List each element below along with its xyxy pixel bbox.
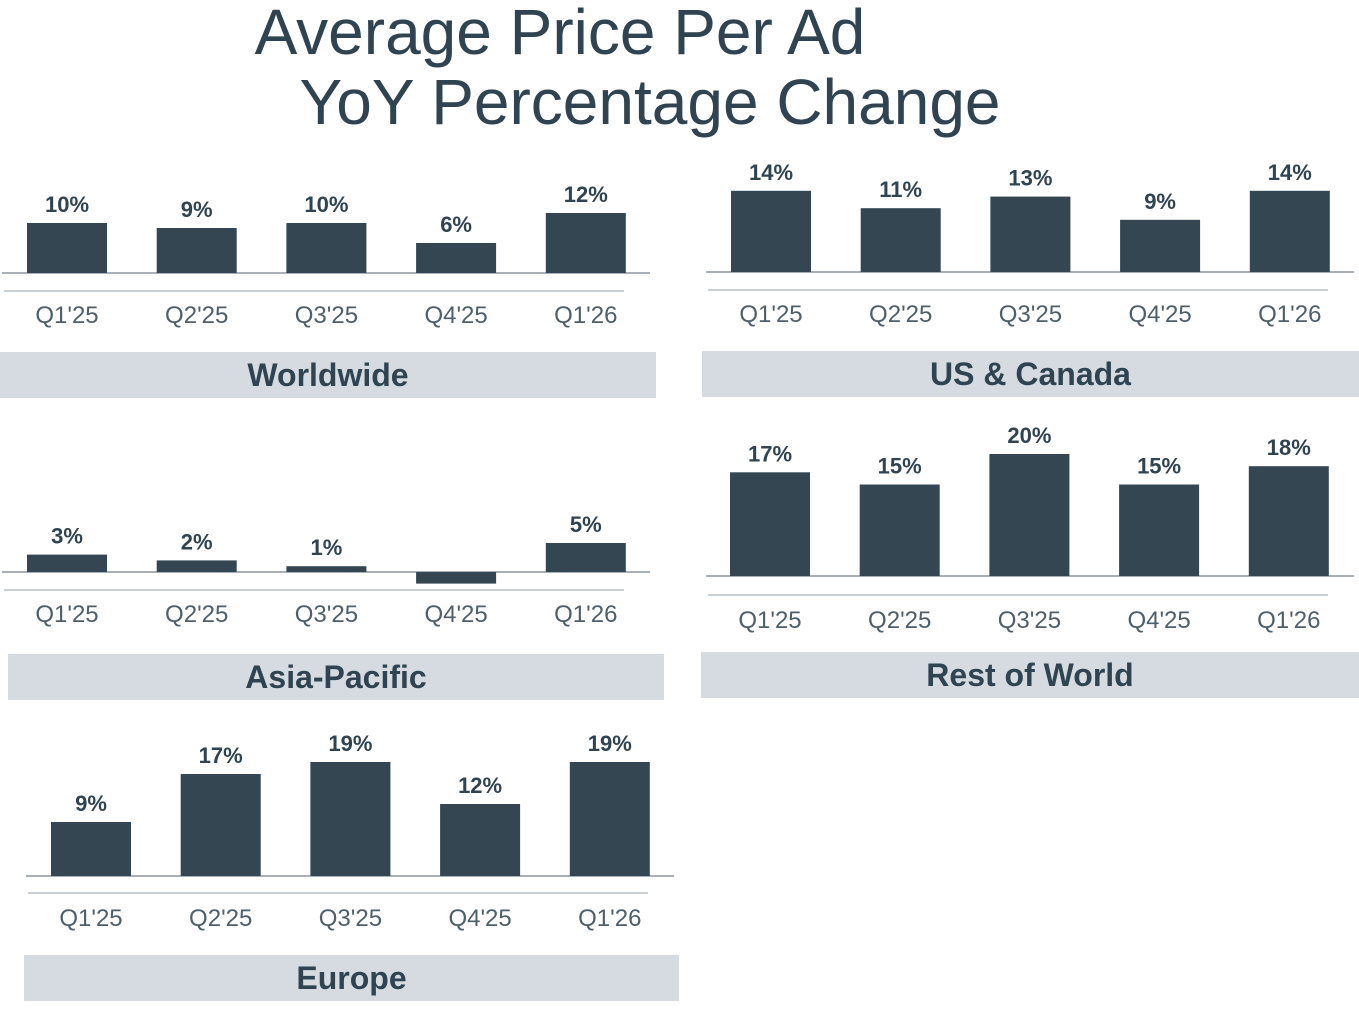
- europe-value-label-5: 19%: [588, 731, 632, 756]
- europe-category-label-2: Q2'25: [189, 905, 252, 932]
- europe-bar-5: [569, 762, 650, 876]
- worldwide-bar-3: [286, 223, 367, 273]
- rest-of-world-category-label-1: Q1'25: [738, 607, 801, 634]
- worldwide-category-label-5: Q1'26: [554, 302, 617, 329]
- rest-of-world-category-label-4: Q4'25: [1127, 607, 1190, 634]
- us-canada-value-label-3: 13%: [1008, 166, 1052, 191]
- europe-chart: 9% Q1'25 17% Q2'25 19% Q3'25 12% Q4'25 19% Q1'26: [24, 730, 684, 990]
- us-canada-bar-2: [860, 208, 941, 272]
- region-label-rest-of-world: Rest of World: [701, 652, 1359, 698]
- rest-of-world-value-label-1: 17%: [748, 441, 792, 466]
- asia-pacific-bar-5: [545, 543, 626, 572]
- asia-pacific-value-label-1: 3%: [51, 524, 83, 549]
- rest-of-world-value-label-4: 15%: [1137, 454, 1181, 479]
- asia-pacific-value-label-5: 5%: [570, 512, 602, 537]
- us-canada-category-label-1: Q1'25: [739, 301, 802, 328]
- us-canada-bar-1: [731, 190, 811, 272]
- worldwide-value-label-3: 10%: [304, 192, 348, 217]
- us-canada-category-label-3: Q3'25: [999, 301, 1062, 328]
- us-canada-value-label-1: 14%: [749, 160, 793, 185]
- asia-pacific-bar-3: [286, 566, 367, 572]
- europe-bar-2: [180, 774, 261, 876]
- worldwide-bar-1: [27, 223, 107, 273]
- europe-bar-4: [440, 804, 521, 876]
- asia-pacific-category-label-2: Q2'25: [165, 601, 228, 628]
- asia-pacific-category-label-5: Q1'26: [554, 601, 617, 628]
- worldwide-category-label-1: Q1'25: [35, 302, 98, 329]
- rest-of-world-category-label-3: Q3'25: [998, 607, 1061, 634]
- us-canada-svg: 14% Q1'25 11% Q2'25 13% Q3'25 9% Q4'25 14% Q1'26: [706, 160, 1354, 328]
- chart-title-line-2: YoY Percentage Change: [299, 66, 1001, 138]
- rest-of-world-bar-3: [989, 454, 1070, 576]
- us-canada-bar-5: [1249, 190, 1330, 272]
- us-canada-category-label-2: Q2'25: [869, 301, 932, 328]
- region-label-asia-pacific: Asia-Pacific: [8, 654, 664, 700]
- asia-pacific-chart: 3% Q1'25 2% Q2'25 1% Q3'25 Q4'25 5% Q1'26: [0, 450, 660, 710]
- asia-pacific-category-label-3: Q3'25: [295, 601, 358, 628]
- worldwide-category-label-4: Q4'25: [424, 302, 487, 329]
- worldwide-chart: 10% Q1'25 9% Q2'25 10% Q3'25 6% Q4'25 12% Q1'26: [0, 150, 660, 410]
- us-canada-category-label-5: Q1'26: [1258, 301, 1321, 328]
- europe-category-label-5: Q1'26: [578, 905, 641, 932]
- europe-value-label-1: 9%: [75, 791, 107, 816]
- rest-of-world-category-label-5: Q1'26: [1257, 607, 1320, 634]
- asia-pacific-bar-2: [156, 560, 237, 572]
- worldwide-bar-5: [545, 213, 626, 273]
- region-label-europe: Europe: [24, 955, 679, 1001]
- us-canada-category-label-4: Q4'25: [1128, 301, 1191, 328]
- worldwide-bar-2: [156, 228, 237, 273]
- us-canada-chart: 14% Q1'25 11% Q2'25 13% Q3'25 9% Q4'25 14% Q1'26: [704, 150, 1359, 410]
- us-canada-value-label-2: 11%: [879, 177, 922, 202]
- europe-category-label-4: Q4'25: [448, 905, 511, 932]
- region-label-worldwide: Worldwide: [0, 352, 656, 398]
- asia-pacific-svg: 3% Q1'25 2% Q2'25 1% Q3'25 Q4'25 5% Q1'26: [2, 512, 650, 628]
- rest-of-world-bar-2: [859, 484, 940, 576]
- rest-of-world-category-label-2: Q2'25: [868, 607, 931, 634]
- worldwide-value-label-5: 12%: [564, 182, 608, 207]
- europe-svg: 9% Q1'25 17% Q2'25 19% Q3'25 12% Q4'25 19% Q1'26: [26, 731, 674, 932]
- europe-value-label-3: 19%: [328, 731, 372, 756]
- worldwide-value-label-4: 6%: [440, 212, 472, 237]
- asia-pacific-value-label-2: 2%: [181, 529, 213, 554]
- europe-bar-3: [310, 762, 391, 876]
- rest-of-world-bar-4: [1119, 484, 1200, 576]
- us-canada-bar-3: [990, 196, 1071, 272]
- us-canada-value-label-5: 14%: [1268, 160, 1312, 185]
- worldwide-value-label-1: 10%: [45, 192, 89, 217]
- worldwide-svg: 10% Q1'25 9% Q2'25 10% Q3'25 6% Q4'25 12% Q1'26: [2, 182, 650, 329]
- worldwide-category-label-3: Q3'25: [295, 302, 358, 329]
- chart-title-line-1: Average Price Per Ad: [254, 0, 866, 68]
- rest-of-world-bar-1: [730, 472, 810, 576]
- asia-pacific-category-label-1: Q1'25: [35, 601, 98, 628]
- asia-pacific-value-label-3: 1%: [311, 535, 343, 560]
- rest-of-world-value-label-3: 20%: [1007, 423, 1051, 448]
- region-label-us-canada: US & Canada: [702, 351, 1359, 397]
- europe-category-label-3: Q3'25: [319, 905, 382, 932]
- asia-pacific-category-label-4: Q4'25: [424, 601, 487, 628]
- rest-of-world-value-label-2: 15%: [878, 454, 922, 479]
- europe-category-label-1: Q1'25: [59, 905, 122, 932]
- europe-value-label-4: 12%: [458, 773, 502, 798]
- rest-of-world-svg: 17% Q1'25 15% Q2'25 20% Q3'25 15% Q4'25 18% Q1'26: [706, 423, 1354, 634]
- europe-value-label-2: 17%: [199, 743, 243, 768]
- us-canada-bar-4: [1120, 219, 1201, 272]
- worldwide-bar-4: [416, 243, 497, 273]
- asia-pacific-bar-1: [27, 554, 107, 572]
- rest-of-world-chart: 17% Q1'25 15% Q2'25 20% Q3'25 15% Q4'25 18% Q1'26: [704, 420, 1359, 680]
- asia-pacific-bar-4: [416, 572, 497, 584]
- rest-of-world-value-label-5: 18%: [1267, 435, 1311, 460]
- us-canada-value-label-4: 9%: [1144, 189, 1176, 214]
- europe-bar-1: [51, 822, 131, 876]
- worldwide-value-label-2: 9%: [181, 197, 213, 222]
- rest-of-world-bar-5: [1248, 466, 1329, 576]
- worldwide-category-label-2: Q2'25: [165, 302, 228, 329]
